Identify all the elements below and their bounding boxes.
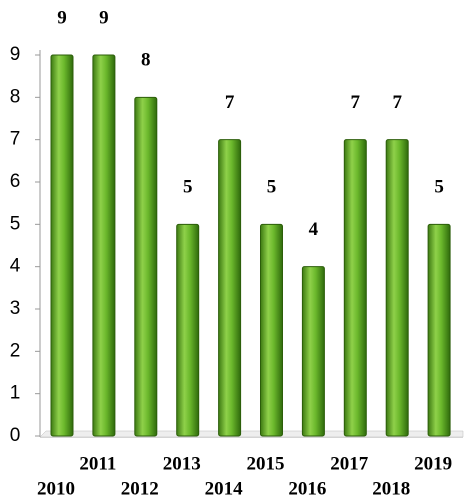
x-tick-label: 2018 bbox=[372, 478, 410, 499]
x-tick-label: 2012 bbox=[121, 478, 159, 499]
bar bbox=[218, 139, 242, 437]
bar bbox=[301, 266, 325, 437]
data-label: 5 bbox=[183, 177, 193, 198]
bar bbox=[260, 223, 283, 437]
data-label: 7 bbox=[225, 92, 235, 113]
bar bbox=[134, 96, 158, 437]
data-label: 8 bbox=[141, 50, 151, 71]
y-tick-label: 4 bbox=[10, 256, 21, 277]
bar bbox=[50, 54, 74, 437]
y-tick-label: 6 bbox=[10, 171, 21, 192]
x-tick-label: 2014 bbox=[205, 478, 244, 499]
y-tick-label: 3 bbox=[10, 298, 21, 319]
data-label: 7 bbox=[392, 92, 402, 113]
y-tick-label: 2 bbox=[10, 340, 21, 361]
x-tick-label: 2011 bbox=[79, 453, 116, 474]
data-label: 5 bbox=[267, 177, 277, 198]
bar bbox=[427, 223, 451, 437]
bar bbox=[385, 139, 409, 437]
data-label: 4 bbox=[309, 219, 319, 240]
bar bbox=[176, 223, 200, 437]
data-label: 5 bbox=[434, 177, 444, 198]
y-tick-label: 9 bbox=[10, 44, 21, 65]
x-tick-label: 2019 bbox=[414, 453, 452, 474]
data-label: 7 bbox=[351, 92, 361, 113]
x-tick-label: 2013 bbox=[163, 453, 201, 474]
data-label: 9 bbox=[99, 7, 109, 28]
x-tick-label: 2017 bbox=[330, 453, 369, 474]
y-tick-label: 1 bbox=[10, 383, 21, 404]
bar bbox=[343, 139, 367, 437]
bar bbox=[92, 54, 116, 437]
data-label: 9 bbox=[57, 7, 67, 28]
y-tick-label: 5 bbox=[10, 213, 21, 234]
x-tick-label: 2010 bbox=[37, 478, 75, 499]
x-tick-label: 2015 bbox=[247, 453, 285, 474]
x-tick-label: 2016 bbox=[288, 478, 326, 499]
y-tick-label: 7 bbox=[10, 129, 21, 150]
y-tick-label: 0 bbox=[10, 425, 21, 446]
y-tick-label: 8 bbox=[10, 86, 21, 107]
